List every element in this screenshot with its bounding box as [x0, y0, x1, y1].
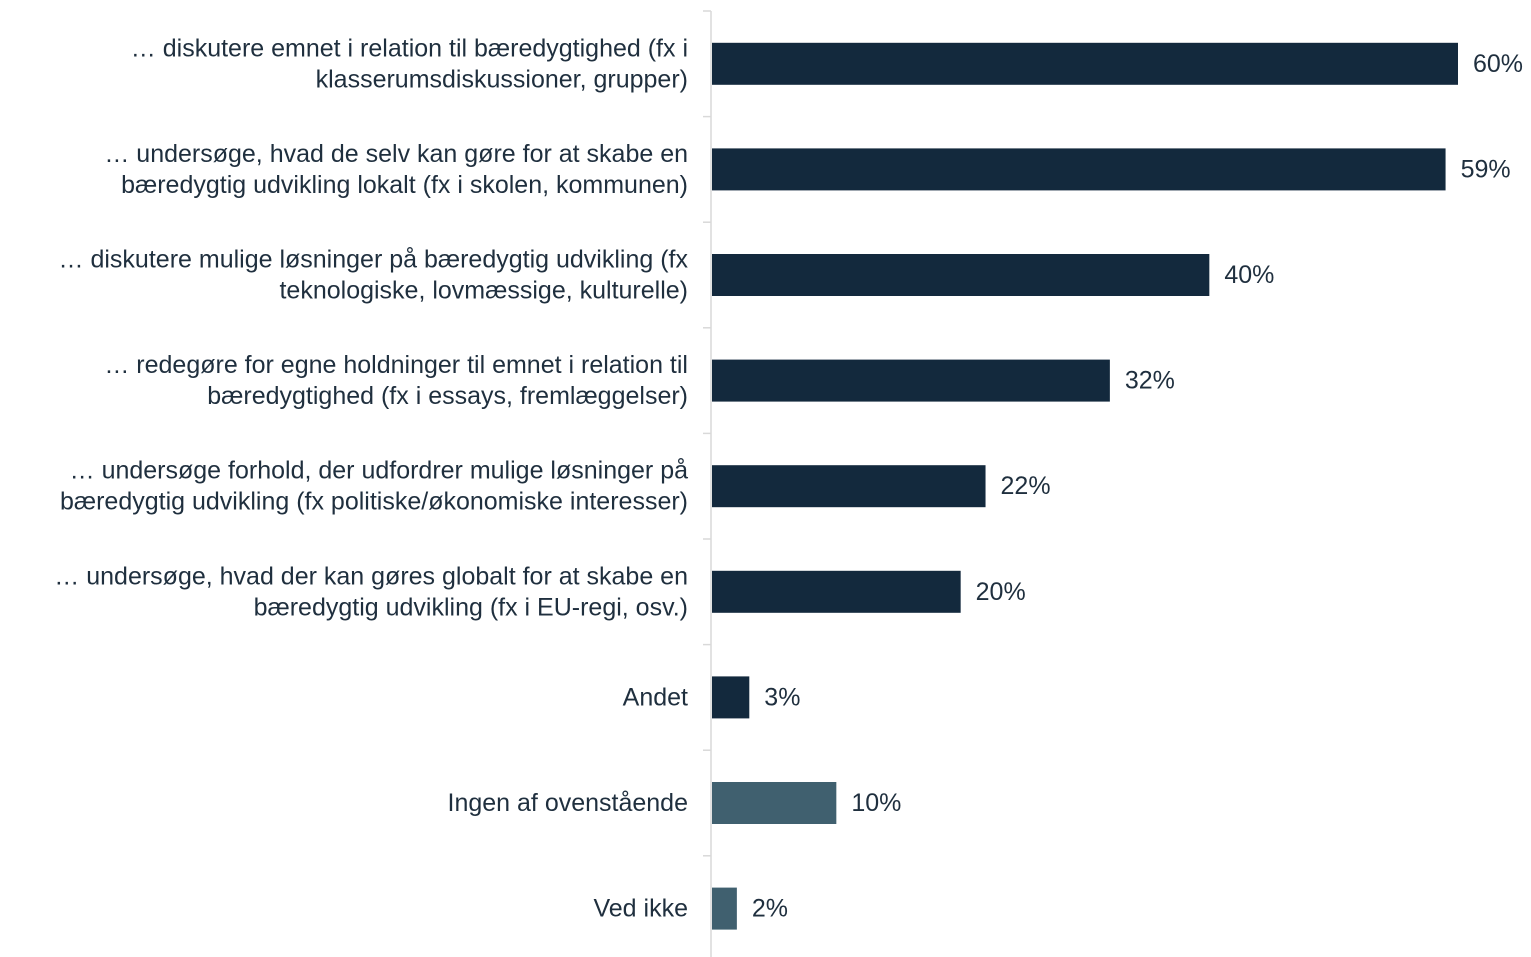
- category-labels: … diskutere emnet i relation til bæredyg…: [54, 34, 688, 922]
- category-label-line: Ingen af ovenstående: [448, 789, 688, 817]
- data-label: 22%: [1001, 472, 1051, 500]
- category-label-line: teknologiske, lovmæssige, kulturelle): [279, 277, 688, 305]
- bar: [712, 148, 1446, 191]
- bar: [712, 887, 737, 930]
- data-label: 2%: [752, 895, 788, 923]
- category-label-line: … diskutere mulige løsninger på bæredygt…: [59, 246, 689, 274]
- category-label-line: Ved ikke: [593, 895, 688, 923]
- value-labels: 60% 59% 40% 32% 22% 20% 3% 10% 2%: [752, 50, 1523, 923]
- data-label: 32%: [1125, 367, 1175, 395]
- data-label: 40%: [1224, 261, 1274, 289]
- category-label: … undersøge, hvad de selv kan gøre for a…: [104, 140, 688, 199]
- category-label-line: Andet: [623, 683, 688, 711]
- category-label-line: … redegøre for egne holdninger til emnet…: [104, 351, 688, 379]
- category-label: Ingen af ovenstående: [448, 789, 688, 817]
- category-label-line: klasserumsdiskussioner, grupper): [316, 65, 688, 93]
- bar: [712, 254, 1210, 296]
- bar: [712, 359, 1110, 402]
- bar: [712, 42, 1458, 85]
- bar: [712, 465, 986, 508]
- category-label: … diskutere emnet i relation til bæredyg…: [131, 34, 688, 93]
- data-label: 3%: [764, 683, 800, 711]
- category-label-line: bæredygtig udvikling (fx i EU-regi, osv.…: [254, 593, 688, 621]
- category-label-line: … undersøge forhold, der udfordrer mulig…: [70, 457, 688, 485]
- category-label: … diskutere mulige løsninger på bæredygt…: [59, 246, 689, 305]
- bar: [712, 782, 837, 824]
- bar: [712, 570, 961, 613]
- bar: [712, 676, 750, 719]
- data-label: 20%: [976, 578, 1026, 606]
- category-label-line: … undersøge, hvad de selv kan gøre for a…: [104, 140, 688, 168]
- category-label: Andet: [623, 683, 688, 711]
- category-label-line: … diskutere emnet i relation til bæredyg…: [131, 34, 688, 62]
- data-label: 10%: [851, 789, 901, 817]
- category-label: … redegøre for egne holdninger til emnet…: [104, 351, 688, 410]
- category-label-line: … undersøge, hvad der kan gøres globalt …: [54, 562, 688, 590]
- category-label-line: bæredygtig udvikling (fx politiske/økono…: [60, 488, 688, 516]
- category-label-line: bæredygtig udvikling lokalt (fx i skolen…: [121, 171, 688, 199]
- data-label: 60%: [1473, 50, 1523, 78]
- category-label-line: bæredygtighed (fx i essays, fremlæggelse…: [207, 382, 688, 410]
- axis-layer: [703, 10, 712, 957]
- bars-layer: [712, 42, 1458, 930]
- category-label: … undersøge forhold, der udfordrer mulig…: [60, 457, 688, 516]
- category-label: … undersøge, hvad der kan gøres globalt …: [54, 562, 688, 621]
- category-label: Ved ikke: [593, 895, 688, 923]
- data-label: 59%: [1461, 155, 1511, 183]
